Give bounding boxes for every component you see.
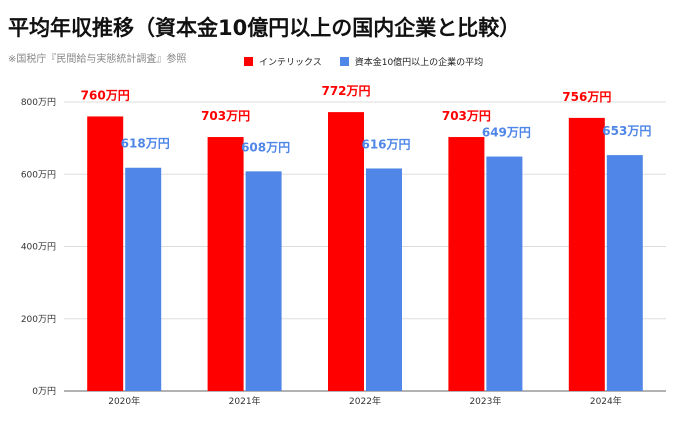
bar-series2 — [486, 156, 523, 391]
bar-series1 — [87, 116, 124, 391]
x-tick-label: 2023年 — [469, 395, 501, 407]
x-tick-label: 2020年 — [108, 395, 140, 407]
data-label: 760万円 — [81, 88, 130, 102]
data-label: 608万円 — [241, 140, 290, 154]
data-label: 756万円 — [562, 90, 611, 104]
y-tick-label: 0万円 — [32, 386, 56, 397]
legend-item-series1: インテリックス — [244, 55, 322, 68]
x-tick-label: 2022年 — [349, 395, 381, 407]
data-label: 703万円 — [442, 109, 491, 123]
data-label: 649万円 — [482, 126, 531, 140]
legend-item-series2: 資本金10億円以上の企業の平均 — [339, 55, 484, 68]
data-label: 616万円 — [361, 137, 410, 151]
legend-swatch-series1 — [244, 57, 253, 66]
bar-series2 — [366, 168, 402, 391]
bar-series2 — [125, 167, 162, 391]
legend: インテリックス 資本金10億円以上の企業の平均 — [244, 55, 501, 68]
chart-title: 平均年収推移（資本金10億円以上の国内企業と比較） — [8, 16, 521, 40]
bar-series1 — [328, 112, 364, 392]
y-tick-label: 200万円 — [21, 314, 56, 325]
data-label: 703万円 — [201, 109, 250, 123]
y-tick-label: 400万円 — [21, 242, 56, 253]
y-tick-label: 600万円 — [21, 169, 56, 180]
legend-label-series1: インテリックス — [259, 58, 322, 68]
bar-series2 — [245, 171, 282, 391]
x-tick-label: 2021年 — [229, 395, 261, 407]
legend-swatch-series2 — [339, 57, 349, 66]
legend-label-series2: 資本金10億円以上の企業の平均 — [354, 58, 484, 68]
y-tick-label: 800万円 — [21, 97, 56, 108]
data-label: 618万円 — [121, 137, 170, 151]
source-note: ※国税庁『民間給与実態統計調査』参照 — [8, 54, 187, 65]
bar-series2 — [606, 155, 643, 391]
bar-series1 — [207, 137, 244, 391]
data-label: 772万円 — [321, 84, 370, 98]
x-tick-label: 2024年 — [590, 395, 622, 407]
data-label: 653万円 — [602, 124, 651, 138]
bar-series1 — [568, 117, 605, 392]
bar-series1 — [448, 137, 485, 391]
